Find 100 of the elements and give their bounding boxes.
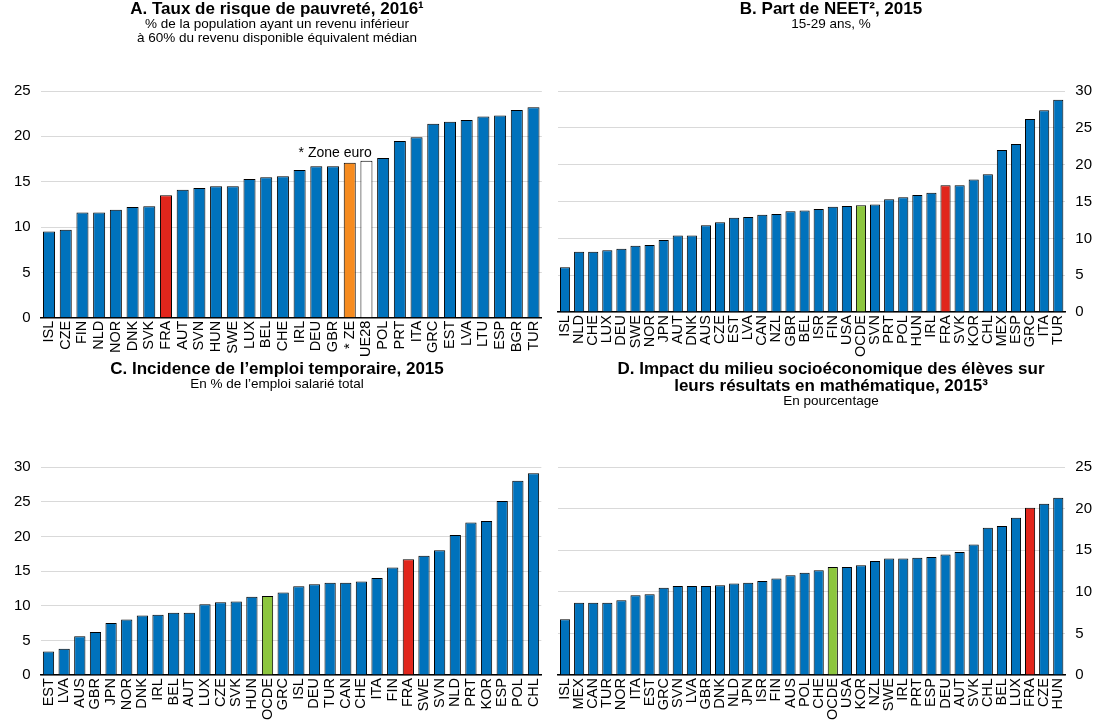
x-tick-label: CHL bbox=[978, 678, 995, 708]
x-tick-label: DNK bbox=[711, 677, 728, 709]
x-tick-label: DEU bbox=[307, 320, 324, 352]
y2-tick-label: 10 bbox=[1075, 582, 1092, 599]
chart-title: D. Impact du milieu socioéconomique des élèves sur leurs résultats en mathématique, 2015³ bbox=[616, 359, 1046, 395]
x-tick-label: DNK bbox=[133, 677, 150, 709]
x-tick-label: IRL bbox=[149, 678, 166, 701]
chart-subtitle: % de la population ayant un revenu inférieur à 60% du revenu disponible équivalent médian bbox=[136, 16, 418, 45]
x-tick-label: LUX bbox=[240, 320, 257, 349]
x-tick-label: AUS bbox=[70, 678, 87, 708]
y-tick-label: 25 bbox=[14, 491, 31, 509]
annotation: * Zone euro bbox=[298, 143, 372, 160]
x-tick-label: HUN bbox=[207, 320, 224, 353]
x-tick-label: GRC bbox=[1021, 315, 1038, 348]
y2-tick-label: 30 bbox=[1075, 81, 1092, 99]
x-tick-label: ISR bbox=[753, 678, 770, 703]
x-tick-label: ESP bbox=[1006, 315, 1023, 345]
x-tick-label: CAN bbox=[584, 678, 601, 709]
x-tick-label: OCDE bbox=[823, 677, 840, 721]
x-tick-label: SWE bbox=[880, 677, 897, 712]
x-tick-label: NOR bbox=[612, 678, 629, 711]
x-tick-label: CHE bbox=[809, 677, 826, 709]
x-tick-label: GRC bbox=[424, 320, 441, 353]
y-tick-label: 15 bbox=[14, 561, 31, 579]
x-tick-label: SVN bbox=[190, 320, 207, 351]
x-tick-label: FIN bbox=[73, 320, 90, 345]
x-tick-label: JPN bbox=[739, 678, 756, 706]
x-tick-label: DEU bbox=[305, 678, 322, 709]
x-tick-label: POL bbox=[374, 320, 391, 350]
y2-tick-label: 25 bbox=[1075, 457, 1092, 475]
x-tick-label: OCDE bbox=[258, 677, 275, 721]
x-tick-label: ESP bbox=[491, 320, 508, 350]
x-tick-label: EST bbox=[725, 314, 742, 344]
x-tick-label: LUX bbox=[598, 314, 615, 344]
x-tick-label: POL bbox=[508, 678, 525, 708]
y-tick-label: 0 bbox=[22, 665, 31, 683]
x-tick-label: SVK bbox=[950, 314, 967, 345]
x-tick-label: GRC bbox=[654, 678, 671, 711]
y-tick-label: 0 bbox=[22, 307, 31, 325]
x-tick-label: SWE bbox=[414, 677, 431, 712]
x-tick-label: ITA bbox=[1035, 314, 1052, 337]
y2-tick-label: 25 bbox=[1075, 117, 1092, 135]
x-tick-label: TUR bbox=[598, 678, 615, 708]
x-tick-label: POL bbox=[795, 678, 812, 708]
x-tick-label: DNK bbox=[123, 320, 140, 352]
x-tick-label: ISR bbox=[809, 315, 826, 340]
x-tick-label: CHE bbox=[352, 677, 369, 709]
x-tick-label: PRT bbox=[908, 677, 925, 707]
x-tick-label: AUT bbox=[950, 677, 967, 708]
x-tick-label: TUR bbox=[524, 320, 541, 351]
x-tick-label: FRA bbox=[1021, 677, 1038, 708]
x-tick-label: UE28 bbox=[357, 320, 374, 358]
x-tick-label: JPN bbox=[102, 678, 119, 706]
x-tick-label: CZE bbox=[56, 320, 73, 350]
x-tick-label: SVK bbox=[964, 677, 981, 708]
x-tick-label: PRT bbox=[880, 314, 897, 344]
y2-tick-label: 15 bbox=[1075, 191, 1092, 209]
x-tick-label: BGR bbox=[507, 320, 524, 353]
y2-tick-label: 20 bbox=[1075, 154, 1092, 172]
x-tick-label: NLD bbox=[90, 320, 107, 350]
x-tick-label: SVK bbox=[227, 677, 244, 708]
x-tick-label: PRT bbox=[390, 320, 407, 350]
x-tick-label: LVA bbox=[457, 320, 474, 346]
x-tick-label: TUR bbox=[321, 678, 338, 708]
x-tick-label: JPN bbox=[654, 315, 671, 343]
x-tick-label: NOR bbox=[117, 678, 134, 711]
y-tick-label: 15 bbox=[14, 171, 31, 189]
y2-tick-label: 0 bbox=[1075, 665, 1084, 683]
x-tick-label: ISL bbox=[556, 315, 573, 337]
x-tick-label: CZE bbox=[1035, 677, 1052, 708]
x-tick-label: ITA bbox=[407, 320, 424, 343]
x-tick-label: FRA bbox=[156, 320, 173, 350]
x-tick-label: KOR bbox=[477, 678, 494, 710]
x-tick-label: GBR bbox=[324, 320, 341, 353]
x-tick-label: ITA bbox=[626, 677, 643, 700]
x-tick-label: NOR bbox=[640, 315, 657, 348]
x-tick-label: DEU bbox=[936, 678, 953, 709]
x-tick-label: NLD bbox=[570, 315, 587, 345]
x-tick-label: CHL bbox=[524, 678, 541, 708]
x-tick-label: HUN bbox=[1049, 678, 1066, 710]
x-tick-label: GBR bbox=[86, 678, 103, 710]
x-tick-label: KOR bbox=[964, 315, 981, 347]
x-tick-label: BEL bbox=[164, 678, 181, 706]
x-tick-label: LVA bbox=[682, 677, 699, 704]
x-tick-label: TUR bbox=[1049, 315, 1066, 345]
y2-tick-label: 10 bbox=[1075, 228, 1092, 246]
x-tick-label: HUN bbox=[242, 678, 259, 710]
x-tick-label: USA bbox=[837, 314, 854, 345]
y-tick-label: 25 bbox=[14, 81, 31, 99]
x-tick-label: LVA bbox=[55, 677, 72, 704]
x-tick-label: FRA bbox=[399, 677, 416, 708]
x-tick-label: IRL bbox=[894, 678, 911, 701]
x-tick-label: SWE bbox=[626, 314, 643, 349]
x-tick-label: LUX bbox=[1006, 677, 1023, 707]
chart-title: A. Taux de risque de pauvreté, 2016¹ bbox=[129, 0, 425, 18]
x-tick-label: NLD bbox=[446, 678, 463, 708]
y-tick-label: 5 bbox=[22, 630, 31, 648]
y2-tick-label: 5 bbox=[1075, 623, 1084, 641]
x-tick-label: USA bbox=[837, 677, 854, 708]
x-tick-label: CAN bbox=[336, 678, 353, 709]
